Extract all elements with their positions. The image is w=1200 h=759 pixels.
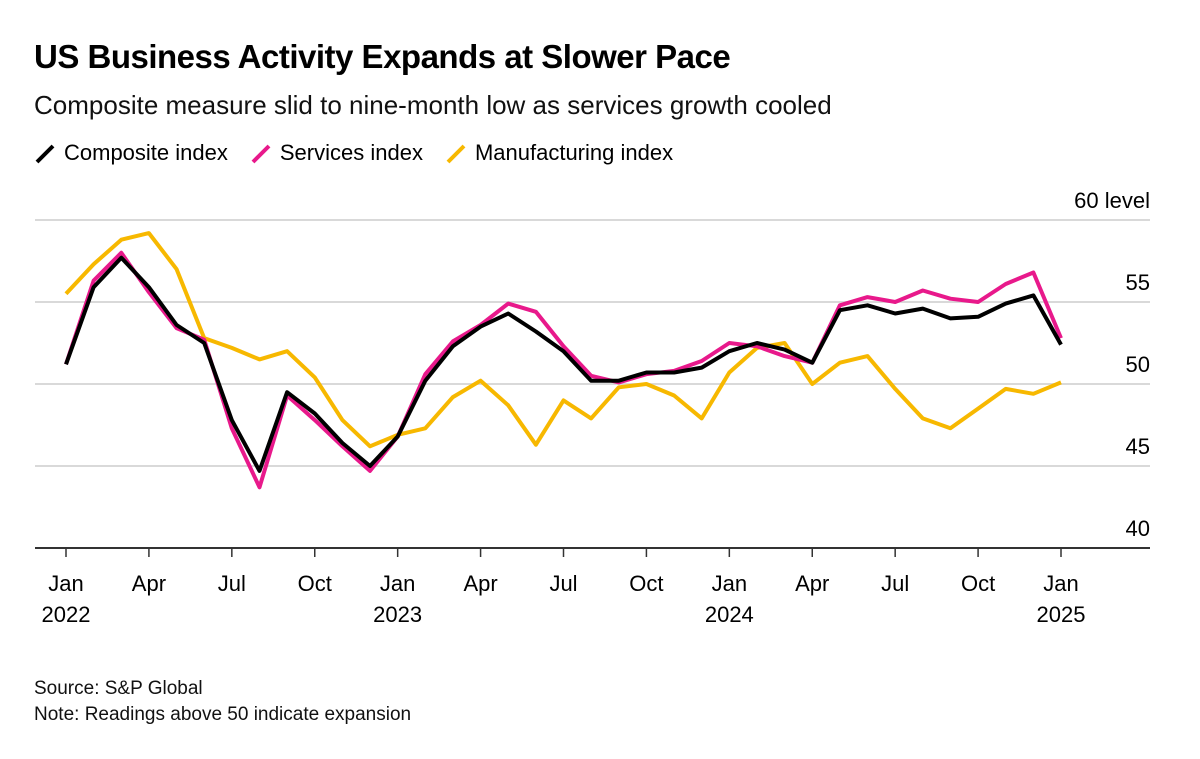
y-tick-label: 55 (1126, 270, 1150, 295)
x-tick-label: Jul (549, 571, 578, 596)
legend-label: Services index (279, 140, 423, 165)
y-tick-label: 50 (1126, 352, 1150, 377)
x-tick-label: Jan 2022 (41, 571, 91, 627)
legend-swatch (446, 144, 466, 164)
x-tick-label: Oct (297, 571, 332, 596)
x-tick-label: Oct (960, 571, 996, 596)
x-tick-label: Jan 2025 (1036, 571, 1086, 627)
chart-title: US Business Activity Expands at Slower P… (34, 38, 731, 75)
x-tick-label: Jan 2024 (704, 571, 754, 627)
x-tick-label: Oct (629, 571, 664, 596)
x-tick-label: Apr (795, 571, 830, 596)
legend: Composite index Services index Manufacturi… (34, 140, 673, 166)
footer: Source: S&P Global Note: Readings above … (34, 676, 411, 728)
legend-swatch-line (446, 144, 466, 164)
series-line (64, 255, 1063, 473)
x-tick-label: Jul (217, 571, 246, 596)
legend-label: Manufacturing index (474, 140, 674, 165)
x-tick-label: Apr (131, 571, 167, 596)
y-tick-label: 45 (1126, 434, 1150, 459)
y-tick-label: 40 (1126, 516, 1150, 541)
series-line (64, 231, 1062, 449)
legend-swatch-line (35, 144, 55, 164)
y-tick-label: 60 level (1074, 188, 1150, 213)
x-tick-label: Jan 2023 (373, 571, 423, 627)
legend-swatch (35, 144, 55, 164)
legend-label: Composite index (64, 140, 228, 165)
series-line (64, 250, 1063, 490)
note: Note: Readings above 50 indicate expansi… (34, 704, 412, 725)
legend-item: Manufacturing index (445, 140, 673, 166)
legend-swatch (251, 144, 271, 164)
legend-item: Composite index (34, 140, 228, 166)
source: Source: S&P Global (34, 678, 203, 699)
x-tick-label: Apr (463, 571, 498, 596)
x-tick-label: Jul (881, 571, 910, 596)
chart-subtitle: Composite measure slid to nine-month low… (34, 90, 832, 120)
legend-item: Services index (250, 140, 423, 166)
legend-swatch-line (251, 144, 271, 164)
